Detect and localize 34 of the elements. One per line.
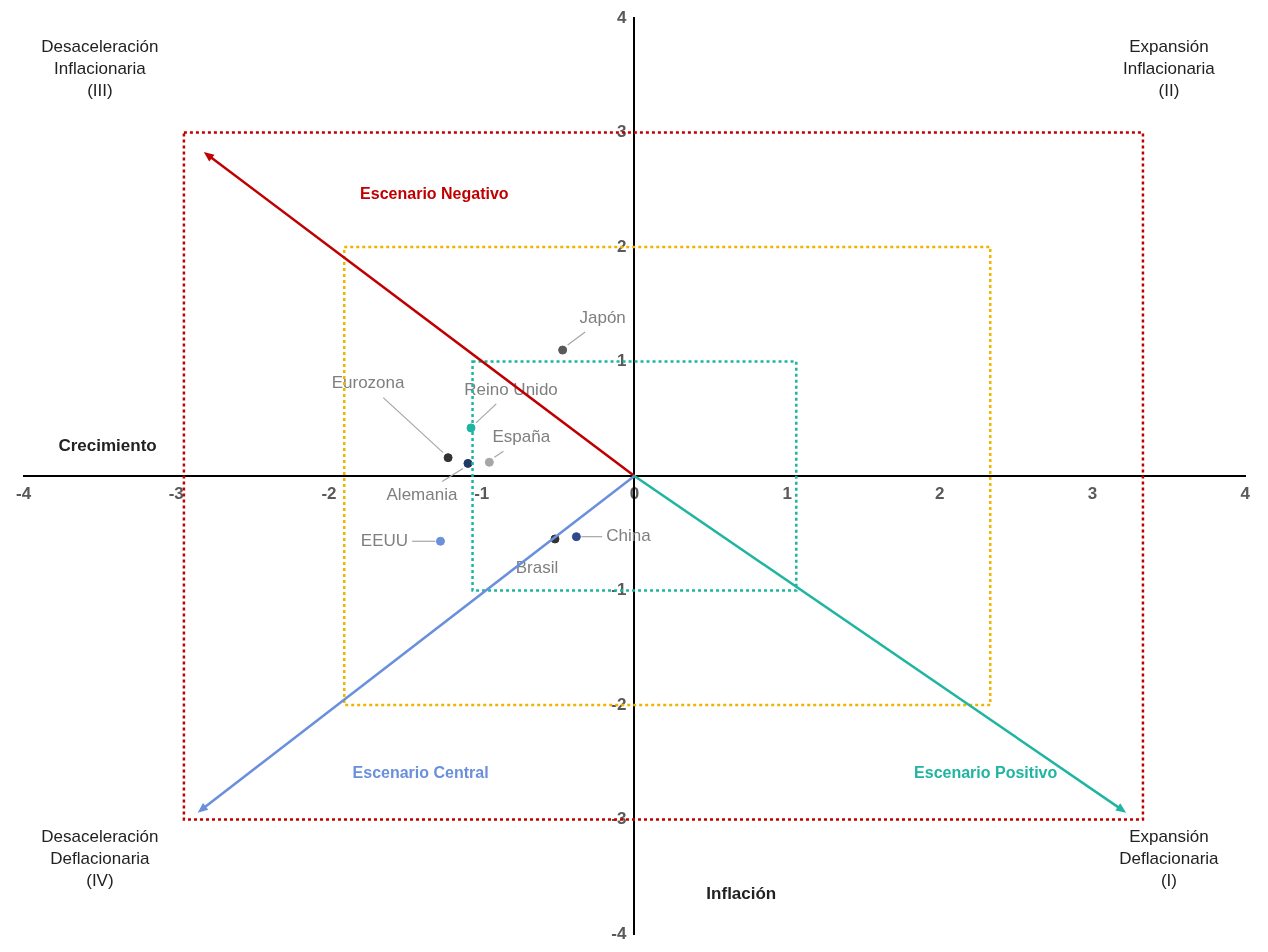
annotation: Japón: [579, 307, 626, 327]
x-tick-label: 1: [782, 483, 792, 503]
annotation: Escenario Central: [352, 764, 489, 782]
y-tick-label: 3: [616, 122, 627, 142]
x-tick-label: -4: [16, 483, 32, 503]
y-axis-title: Inflación: [706, 883, 777, 903]
annotation: Eurozona: [331, 373, 406, 393]
annotation: Expansión Deflacionaria (I): [1119, 827, 1220, 891]
annotation: Expansión Inflacionaria (II): [1123, 37, 1216, 101]
annotation: Desaceleración Deflacionaria (IV): [41, 827, 159, 891]
x-tick-label: -1: [474, 483, 490, 503]
point: [443, 453, 453, 463]
point: [435, 536, 445, 546]
annotation: España: [492, 426, 551, 446]
y-tick-label: -4: [611, 923, 627, 943]
point: [484, 457, 494, 467]
x-tick-label: 4: [1240, 483, 1251, 503]
annotation: Desaceleración Inflacionaria (III): [41, 37, 159, 101]
point: [463, 458, 473, 468]
x-tick-label: -2: [321, 483, 337, 503]
annotation: EEUU: [360, 530, 409, 550]
x-tick-label: -3: [168, 483, 184, 503]
x-tick-label: 3: [1087, 483, 1098, 503]
annotation: Brasil: [515, 557, 559, 577]
point: [571, 532, 581, 542]
x-axis-title: Crecimiento: [58, 435, 157, 455]
annotation: Alemania: [386, 485, 458, 505]
annotation: Escenario Positivo: [914, 764, 1058, 782]
y-tick-label: -3: [611, 809, 627, 829]
point: [466, 423, 476, 433]
annotation: Escenario Negativo: [360, 184, 509, 202]
y-tick-label: 4: [616, 7, 627, 27]
point: [558, 345, 568, 355]
x-tick-label: 2: [935, 483, 945, 503]
